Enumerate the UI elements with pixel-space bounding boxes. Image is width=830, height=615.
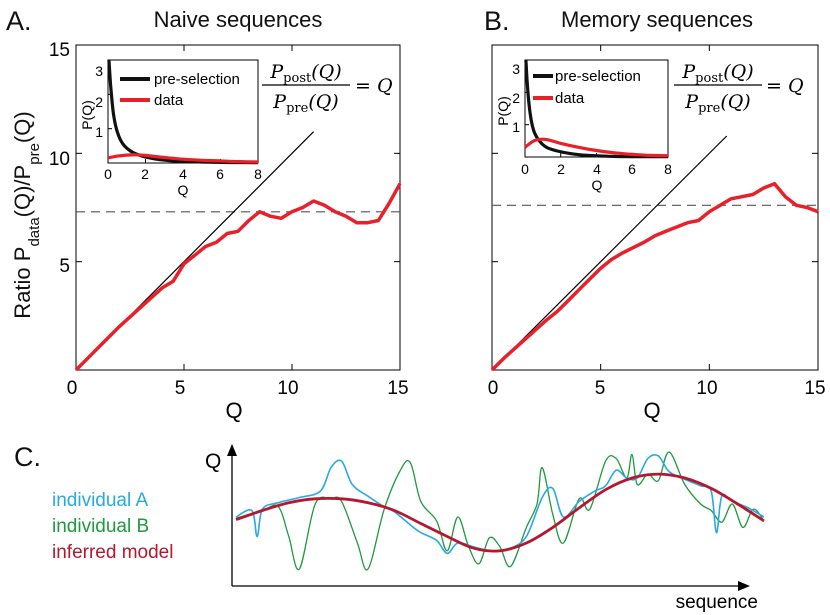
panel-a-inset-ylabel: P(Q)	[79, 100, 95, 130]
panel-a-inset-series	[107, 59, 259, 165]
panel-a-xtick-15: 15	[387, 378, 408, 399]
panel-a: A. Naive sequences Ratio Pdata(Q)/Ppre(Q…	[6, 6, 409, 423]
panel-b-inset-xtick-6: 6	[628, 161, 636, 177]
panel-c: C. individual A individual B inferred mo…	[14, 442, 765, 613]
panel-a-plot-frame	[75, 44, 401, 371]
panel-b-formula-den: Ppre(Q)	[684, 91, 750, 116]
panel-b-formula-num: Ppost(Q)	[681, 61, 753, 86]
panel-b-inset-xtick-4: 4	[593, 161, 601, 177]
panel-b-xtick-15: 15	[804, 378, 825, 399]
panel-b-xtick-5: 5	[595, 378, 606, 399]
panel-a-formula: Ppost(Q) Ppre(Q) = Q	[262, 61, 393, 116]
panel-b-inset-data-line	[524, 137, 669, 158]
panel-c-individual-b-curve	[235, 451, 765, 571]
panel-b-ratio-line	[490, 181, 819, 372]
panel-a-xtick-0: 0	[67, 378, 78, 399]
panel-b-label: B.	[484, 6, 510, 36]
panel-c-inferred-model-curve	[235, 472, 765, 553]
panel-c-ylabel: Q	[205, 450, 221, 473]
panel-a-xtick-5: 5	[175, 378, 186, 399]
panel-a-inset-xtick-8: 8	[254, 166, 262, 182]
panel-b-xlabel: Q	[643, 398, 660, 423]
panel-b-legend-data: data	[555, 90, 585, 107]
panel-a-ytick-10: 10	[49, 149, 70, 170]
panel-a-formula-rhs: = Q	[355, 75, 393, 97]
panel-a-formula-num: Ppost(Q)	[269, 61, 341, 86]
panel-a-inset: 3 2 1 P(Q) 0 2 4 6 8 Q pre-selection dat…	[79, 59, 262, 198]
panel-b-identity-line	[491, 135, 728, 371]
panel-b-inset-xlabel: Q	[592, 177, 603, 193]
panel-b-formula: Ppost(Q) Ppre(Q) = Q	[674, 61, 804, 116]
panel-b-inset-ytick-1: 1	[512, 119, 520, 135]
panel-a-ylabel: Ratio Pdata(Q)/Ppre(Q)	[10, 111, 43, 318]
panel-a-inset-xtick-0: 0	[104, 166, 112, 182]
panel-c-xlabel: sequence	[676, 592, 758, 613]
panel-a-legend-data: data	[154, 92, 184, 109]
panel-b-inset-ylabel: P(Q)	[495, 96, 511, 126]
panel-b-plot-frame	[491, 44, 819, 371]
panel-b-inset: 3 2 1 P(Q) 0 2 4 6 8 Q pre-selection dat…	[495, 59, 672, 193]
panel-c-series	[235, 451, 765, 571]
panel-c-x-arrowhead	[738, 581, 750, 591]
panel-a-xlabel: Q	[225, 398, 242, 423]
panel-a-series	[74, 131, 402, 372]
panel-b-inset-xtick-8: 8	[664, 161, 672, 177]
panel-b: B. Memory sequences 0 5 10 15 Q 3 2 1 P(…	[484, 6, 826, 423]
panel-a-ytick-15: 15	[49, 40, 70, 61]
panel-a-ratio-line	[74, 182, 402, 372]
panel-b-xtick-0: 0	[488, 378, 499, 399]
panel-b-formula-rhs: = Q	[766, 75, 804, 97]
panel-a-inset-ytick-2: 2	[95, 94, 103, 110]
panel-b-inset-xtick-2: 2	[557, 161, 565, 177]
panel-a-xtick-10: 10	[277, 378, 298, 399]
panel-c-legend-model: inferred model	[52, 542, 173, 563]
panel-a-inset-ytick-3: 3	[95, 63, 103, 79]
panel-b-inset-xtick-0: 0	[521, 161, 529, 177]
panel-c-axes: Q sequence	[205, 444, 758, 613]
panel-b-legend-pre: pre-selection	[555, 68, 641, 85]
panel-a-ticks	[76, 45, 400, 370]
panel-a-inset-xtick-4: 4	[179, 166, 187, 182]
panel-a-legend-pre: pre-selection	[154, 71, 240, 88]
panel-b-ticks	[492, 45, 818, 370]
panel-a-inset-xlabel: Q	[178, 182, 189, 198]
panel-a-inset-data-line	[107, 153, 259, 164]
panel-b-series	[490, 135, 819, 372]
panel-c-legend-b: individual B	[52, 516, 149, 537]
panel-a-formula-den: Ppre(Q)	[272, 91, 338, 116]
panel-a-ytick-5: 5	[59, 256, 70, 277]
panel-b-inset-series	[524, 59, 669, 159]
panel-a-inset-ytick-1: 1	[95, 124, 103, 140]
panel-c-label: C.	[14, 442, 41, 472]
panel-b-inset-ytick-2: 2	[512, 90, 520, 106]
panel-b-inset-pre-selection-line	[524, 59, 668, 159]
panel-b-xtick-10: 10	[696, 378, 717, 399]
panel-a-title: Naive sequences	[154, 7, 323, 32]
panel-c-y-arrowhead	[227, 444, 237, 456]
panel-b-inset-ytick-3: 3	[512, 61, 520, 77]
panel-a-label: A.	[6, 6, 32, 36]
panel-b-title: Memory sequences	[561, 7, 753, 32]
panel-c-legend-a: individual A	[52, 490, 148, 511]
panel-a-inset-xtick-2: 2	[141, 166, 149, 182]
panel-a-inset-xtick-6: 6	[216, 166, 224, 182]
